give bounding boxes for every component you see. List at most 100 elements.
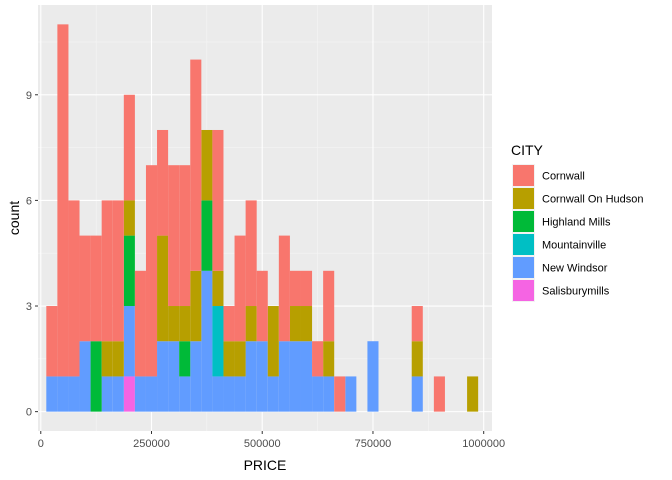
bar-mountainville (212, 306, 224, 377)
bar-cornwall (234, 235, 246, 342)
bar-new-windsor (168, 341, 180, 412)
bar-cornwall (433, 376, 445, 412)
bar-cornwall-on-hudson (201, 129, 213, 201)
legend-swatch-mountainville (513, 234, 534, 255)
histogram-bars (46, 24, 479, 412)
bar-new-windsor (367, 341, 379, 412)
y-axis-title: count (6, 201, 22, 235)
bar-new-windsor (157, 341, 169, 412)
legend-label-salisburymills: Salisburymills (542, 286, 610, 298)
x-tick-label: 750000 (355, 438, 392, 450)
bar-cornwall (245, 200, 257, 307)
bar-new-windsor (278, 341, 290, 412)
bar-highland-mills (90, 341, 102, 412)
bar-cornwall (168, 165, 180, 307)
bar-cornwall-on-hudson (112, 341, 124, 377)
bar-cornwall-on-hudson (289, 306, 301, 342)
bar-cornwall-on-hudson (234, 341, 246, 377)
bar-cornwall-on-hudson (467, 376, 479, 412)
legend-label-new-windsor: New Windsor (542, 263, 608, 275)
bar-new-windsor (68, 376, 80, 412)
bar-cornwall (145, 165, 158, 377)
bar-highland-mills (179, 341, 191, 377)
legend-swatch-new-windsor (513, 257, 534, 278)
y-axis-ticks: 0 3 6 9 (26, 90, 38, 419)
x-tick-label: 500000 (244, 438, 281, 450)
y-tick-label: 0 (26, 407, 32, 419)
bar-cornwall (134, 270, 146, 377)
bar-new-windsor (112, 376, 124, 412)
legend-label-highland-mills: Highland Mills (542, 217, 611, 229)
bar-new-windsor (312, 376, 324, 412)
legend-swatch-salisburymills (513, 280, 534, 301)
bar-cornwall-on-hudson (190, 270, 202, 342)
bar-cornwall (123, 94, 135, 201)
bar-cornwall (112, 200, 124, 342)
bar-new-windsor (101, 376, 113, 412)
legend-title: CITY (511, 142, 544, 158)
bar-highland-mills (201, 200, 213, 271)
bar-cornwall-on-hudson (168, 306, 180, 342)
x-axis-title: PRICE (244, 457, 287, 473)
bar-cornwall-on-hudson (179, 306, 191, 342)
bar-cornwall (157, 129, 169, 236)
bar-cornwall (190, 59, 202, 271)
bar-cornwall-on-hudson (267, 306, 279, 377)
bar-cornwall (334, 376, 346, 412)
bar-cornwall-on-hudson (245, 306, 257, 342)
bar-new-windsor (245, 341, 257, 412)
bar-cornwall-on-hudson (300, 306, 313, 342)
bar-cornwall (256, 270, 268, 342)
bar-cornwall-on-hudson (157, 235, 169, 342)
bar-cornwall (179, 165, 191, 307)
bar-new-windsor (57, 376, 69, 412)
bar-new-windsor (46, 376, 58, 412)
legend-label-cornwall-on-hudson: Cornwall On Hudson (542, 194, 644, 206)
bar-cornwall-on-hudson (123, 200, 135, 236)
x-axis-ticks: 0 250000 500000 750000 1000000 (38, 431, 505, 450)
x-tick-label: 0 (38, 438, 44, 450)
legend-swatch-cornwall-on-hudson (513, 188, 534, 209)
bar-new-windsor (79, 341, 91, 412)
x-tick-label: 1000000 (462, 438, 505, 450)
bar-cornwall (312, 341, 324, 377)
legend-swatch-cornwall (513, 165, 534, 186)
bar-new-windsor (300, 341, 313, 412)
bar-new-windsor (256, 341, 268, 412)
legend-swatch-highland-mills (513, 211, 534, 232)
bar-new-windsor (201, 270, 213, 412)
bar-new-windsor (123, 306, 135, 377)
bar-new-windsor (134, 376, 146, 412)
bar-new-windsor (289, 341, 301, 412)
bar-cornwall (323, 270, 335, 342)
y-tick-label: 6 (26, 195, 32, 207)
bar-cornwall-on-hudson (323, 341, 335, 377)
bar-new-windsor (190, 341, 202, 412)
bar-highland-mills (123, 235, 135, 307)
bar-new-windsor (267, 376, 279, 412)
bar-new-windsor (212, 376, 224, 412)
legend-label-mountainville: Mountainville (542, 240, 606, 252)
bar-cornwall (411, 306, 423, 342)
bar-cornwall (57, 24, 69, 377)
bar-cornwall (223, 306, 235, 342)
bar-cornwall (46, 306, 58, 377)
bar-new-windsor (411, 376, 423, 412)
bar-cornwall-on-hudson (223, 341, 235, 377)
bar-new-windsor (345, 376, 357, 412)
bar-new-windsor (234, 376, 246, 412)
y-tick-label: 9 (26, 90, 32, 102)
x-tick-label: 250000 (133, 438, 170, 450)
bar-cornwall-on-hudson (212, 270, 224, 307)
bar-new-windsor (223, 376, 235, 412)
bar-cornwall-on-hudson (411, 341, 423, 377)
bar-salisburymills (123, 376, 135, 412)
bar-cornwall (90, 235, 102, 342)
bar-cornwall (79, 235, 91, 342)
bar-new-windsor (179, 376, 191, 412)
bar-cornwall (212, 129, 224, 271)
bar-new-windsor (145, 376, 158, 412)
legend-label-cornwall: Cornwall (542, 171, 585, 183)
legend: CITY Cornwall Cornwall On Hudson Highland … (511, 142, 644, 302)
